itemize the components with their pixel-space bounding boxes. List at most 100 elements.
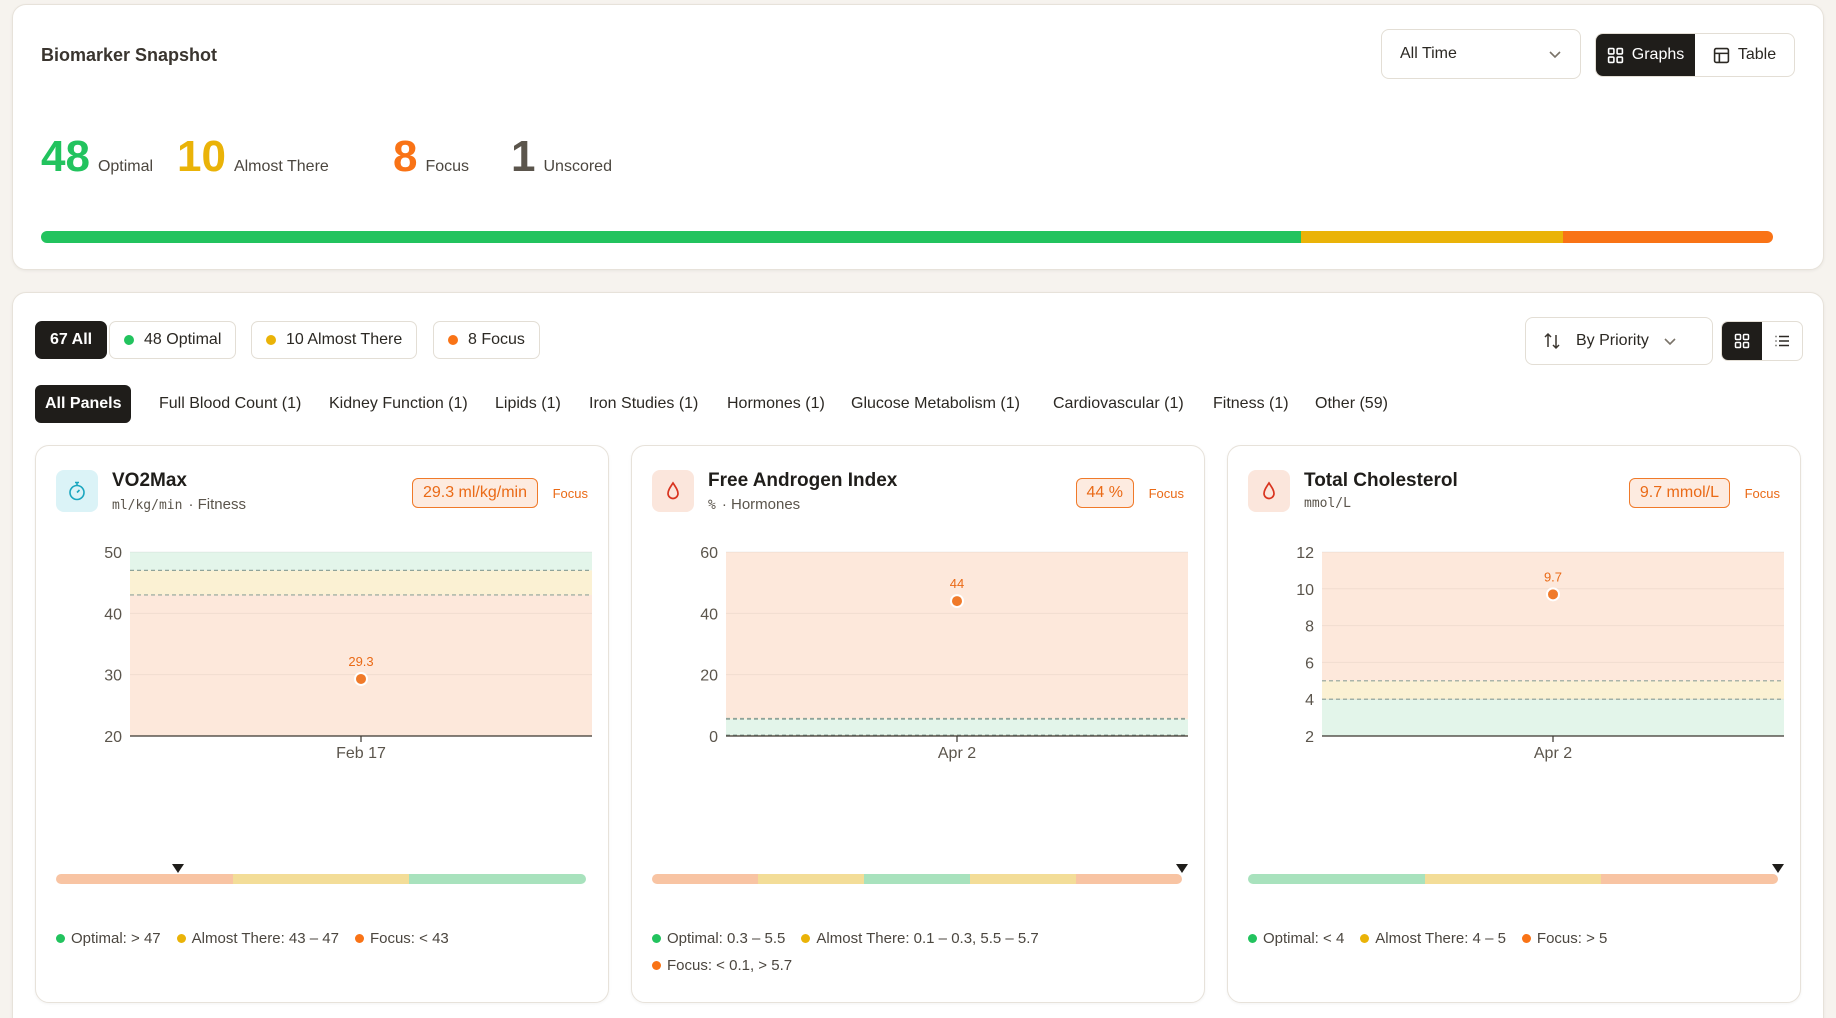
panel-tab-kidney-function[interactable]: Kidney Function (1) [329,395,468,412]
y-tick-label: 20 [104,729,122,746]
y-tick-label: 40 [104,606,122,623]
blood-drop-icon [1248,470,1290,512]
legend-optimal: Optimal: 0.3 – 5.5 [652,930,785,947]
chip-focus[interactable]: 8 Focus [433,321,540,359]
almost-dot-icon [266,335,276,345]
stopwatch-icon [56,470,98,512]
stat-almost-there: 10 Almost There [177,135,329,179]
graphs-view-button[interactable]: Graphs [1596,34,1695,76]
stat-unscored-count: 1 [511,132,536,181]
data-point[interactable] [1546,587,1560,602]
sort-label: By Priority [1576,332,1649,349]
panel-tab-all[interactable]: All Panels [35,385,132,423]
band-almost [130,570,592,595]
biomarker-value-badge: 44 % [1075,478,1134,508]
range-segment-focus [1076,874,1182,884]
stat-almost-label: Almost There [233,158,329,175]
stat-unscored-label: Unscored [543,158,612,175]
layout-toggle [1721,321,1803,361]
legend-optimal-text: Optimal: 0.3 – 5.5 [667,930,786,947]
range-segment-almost [970,874,1076,884]
legend-focus-text: Focus: < 0.1, > 5.7 [667,957,793,974]
y-tick-label: 50 [104,546,122,562]
biomarker-chart: 0 20 40 60 Apr 2 44 [700,546,1188,762]
biomarker-status: Focus [552,486,588,501]
optimal-dot-icon [124,335,134,345]
graphs-label: Graphs [1631,46,1685,63]
chip-all[interactable]: 67 All [35,321,108,359]
range-segment-focus [56,874,233,884]
biomarker-snapshot: Biomarker Snapshot All Time Graphs Table… [12,4,1824,270]
biomarker-card-free-androgen-index[interactable]: Free Androgen Index % · Hormones 44 % Fo… [631,445,1205,1003]
range-scale-bar [56,874,586,884]
biomarker-name: VO2Max [112,470,187,491]
biomarker-chart: 2 4 6 8 10 12 Apr 2 9.7 [1296,546,1784,762]
legend-optimal-text: Optimal: < 4 [1263,930,1345,947]
panel-tab-full-blood-count[interactable]: Full Blood Count (1) [159,395,302,412]
y-tick-label: 6 [1305,655,1314,672]
y-tick-label: 60 [700,546,718,562]
data-label: 44 [950,576,964,591]
biomarker-subtitle: ml/kg/min · Fitness [112,496,246,513]
table-view-button[interactable]: Table [1695,34,1794,76]
legend-focus: Focus: > 5 [1521,930,1607,947]
range-legend: Optimal: < 4 Almost There: 4 – 5 Focus: … [1248,930,1788,947]
y-tick-label: 8 [1305,619,1314,636]
stat-focus-label: Focus [425,158,470,175]
range-position-marker [171,864,184,873]
sort-select[interactable]: By Priority [1525,317,1713,365]
sort-arrows-icon [1544,332,1560,350]
data-point[interactable] [950,594,964,609]
legend-optimal-text: Optimal: > 47 [71,930,161,947]
biomarker-card-total-cholesterol[interactable]: Total Cholesterol mmol/L 9.7 mmol/L Focu… [1227,445,1801,1003]
time-range-value: All Time [1400,45,1457,62]
panel-tab-fitness[interactable]: Fitness (1) [1213,395,1289,412]
range-position-marker [1772,864,1784,873]
optimal-dot-icon [1248,934,1257,943]
stat-focus-count: 8 [393,132,418,181]
biomarker-card-vo2max[interactable]: VO2Max ml/kg/min · Fitness 29.3 ml/kg/mi… [35,445,609,1003]
biomarker-value-badge: 9.7 mmol/L [1628,478,1730,508]
chip-almost-there[interactable]: 10 Almost There [251,321,418,359]
panel-tab-other[interactable]: Other (59) [1315,395,1388,412]
snapshot-title: Biomarker Snapshot [41,45,218,65]
band-focus [726,552,1188,719]
legend-optimal: Optimal: < 4 [1248,930,1344,947]
panel-tab-iron-studies[interactable]: Iron Studies (1) [589,395,699,412]
focus-dot-icon [652,961,661,970]
range-segment-focus [1601,874,1778,884]
time-range-select[interactable]: All Time [1381,29,1581,79]
range-segment-optimal [1248,874,1425,884]
chip-optimal-label: 48 Optimal [144,331,222,348]
y-tick-label: 12 [1296,546,1314,562]
blood-drop-icon [652,470,694,512]
biomarker-category: · Fitness [188,496,246,513]
x-tick-label: Apr 2 [938,745,976,762]
data-point[interactable] [354,671,368,686]
panel-tab-glucose-metabolism[interactable]: Glucose Metabolism (1) [851,395,1020,412]
legend-focus: Focus: < 0.1, > 5.7 [652,957,792,974]
list-layout-button[interactable] [1762,322,1802,360]
chip-optimal[interactable]: 48 Optimal [109,321,237,359]
chevron-down-icon [1664,338,1676,346]
grid-layout-button[interactable] [1722,322,1762,360]
panel-tab-hormones[interactable]: Hormones (1) [727,395,825,412]
list-icon [1775,335,1789,347]
legend-almost-text: Almost There: 0.1 – 0.3, 5.5 – 5.7 [816,930,1039,947]
legend-almost-there: Almost There: 43 – 47 [176,930,339,947]
range-segment-almost [758,874,864,884]
distribution-optimal [41,231,1301,243]
range-legend: Optimal: 0.3 – 5.5 Almost There: 0.1 – 0… [652,930,1192,974]
grid-icon [1607,47,1623,63]
data-label: 9.7 [1544,569,1562,584]
panel-tab-lipids[interactable]: Lipids (1) [495,395,561,412]
range-segment-almost [1424,874,1602,884]
band-optimal [130,552,592,571]
table-label: Table [1737,46,1777,63]
view-toggle: Graphs Table [1595,33,1795,77]
band-optimal [726,719,1188,736]
almost-dot-icon [176,934,186,943]
chip-focus-label: 8 Focus [468,331,525,348]
optimal-dot-icon [56,934,65,943]
panel-tab-cardiovascular[interactable]: Cardiovascular (1) [1053,395,1184,412]
